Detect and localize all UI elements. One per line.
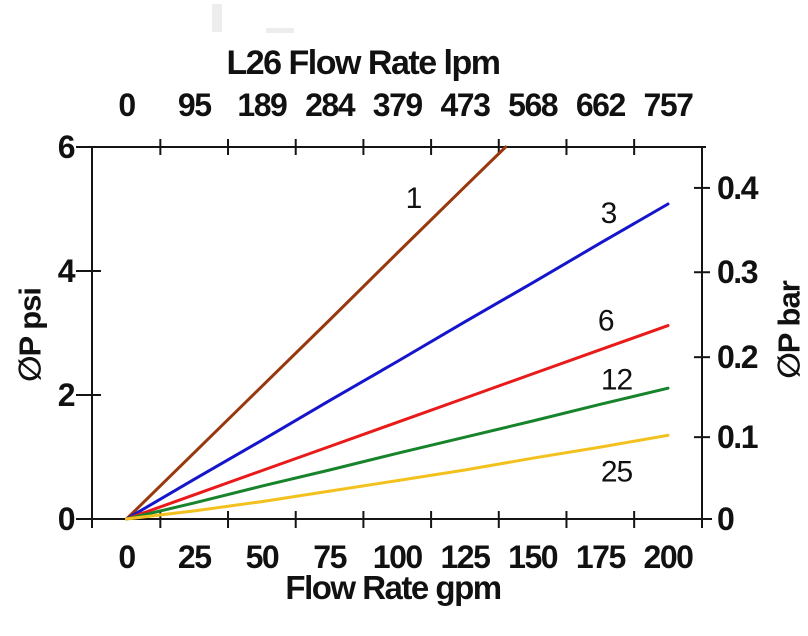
series-label-12: 12 xyxy=(601,364,633,397)
y-tick-label-left: 2 xyxy=(58,377,75,413)
series-line-12 xyxy=(125,386,670,521)
series-lines xyxy=(125,145,670,521)
x-tick-label-bottom: 150 xyxy=(508,539,558,575)
y-tick-label-left: 0 xyxy=(58,501,75,537)
series-line-25 xyxy=(125,433,670,521)
x-tick-label-bottom: 50 xyxy=(246,539,279,575)
series-line-1 xyxy=(125,145,508,521)
x-tick-label-bottom: 25 xyxy=(178,539,211,575)
x-tick-label-bottom: 200 xyxy=(644,539,694,575)
y-tick-label-right: 0.3 xyxy=(717,254,758,290)
x-tick-label-top: 662 xyxy=(576,87,626,123)
series-line-3 xyxy=(125,202,670,521)
y-tick-label-right: 0.1 xyxy=(717,419,758,455)
x-tick-label-bottom: 100 xyxy=(373,539,423,575)
y-axis-title-left: ∅P psi xyxy=(12,287,48,383)
series-line-6 xyxy=(125,324,670,521)
chart-title: L26 Flow Rate lpm xyxy=(226,44,502,82)
series-labels: 1 3 6 12 25 xyxy=(406,182,634,488)
series-label-6: 6 xyxy=(598,305,614,338)
x-tick-label-bottom: 175 xyxy=(576,539,626,575)
x-tick-label-top: 379 xyxy=(373,87,423,123)
y-tick-label-left: 4 xyxy=(58,253,76,289)
series-label-1: 1 xyxy=(406,182,422,215)
x-tick-label-bottom: 125 xyxy=(440,539,490,575)
x-tick-label-top: 568 xyxy=(508,87,558,123)
plot-frame xyxy=(76,146,712,528)
scan-artifact xyxy=(212,4,222,32)
y-tick-label-right: 0.4 xyxy=(717,170,759,206)
x-tick-label-top: 0 xyxy=(118,87,135,123)
y-axis-title-right: ∅P bar xyxy=(771,281,807,379)
y-tick-label-left: 6 xyxy=(58,129,75,165)
y-tick-label-right: 0 xyxy=(717,501,734,537)
x-tick-label-bottom: 75 xyxy=(313,539,346,575)
y-tick-label-right: 0.2 xyxy=(717,339,758,375)
x-tick-label-top: 757 xyxy=(644,87,694,123)
series-label-25: 25 xyxy=(601,455,633,488)
x-tick-label-top: 284 xyxy=(305,87,356,123)
x-tick-label-top: 95 xyxy=(178,87,211,123)
series-label-3: 3 xyxy=(601,197,617,230)
x-tick-label-bottom: 0 xyxy=(118,539,135,575)
scan-artifact xyxy=(266,28,294,33)
x-tick-label-top: 189 xyxy=(237,87,287,123)
x-tick-label-top: 473 xyxy=(440,87,490,123)
x-axis-title: Flow Rate gpm xyxy=(285,569,502,606)
